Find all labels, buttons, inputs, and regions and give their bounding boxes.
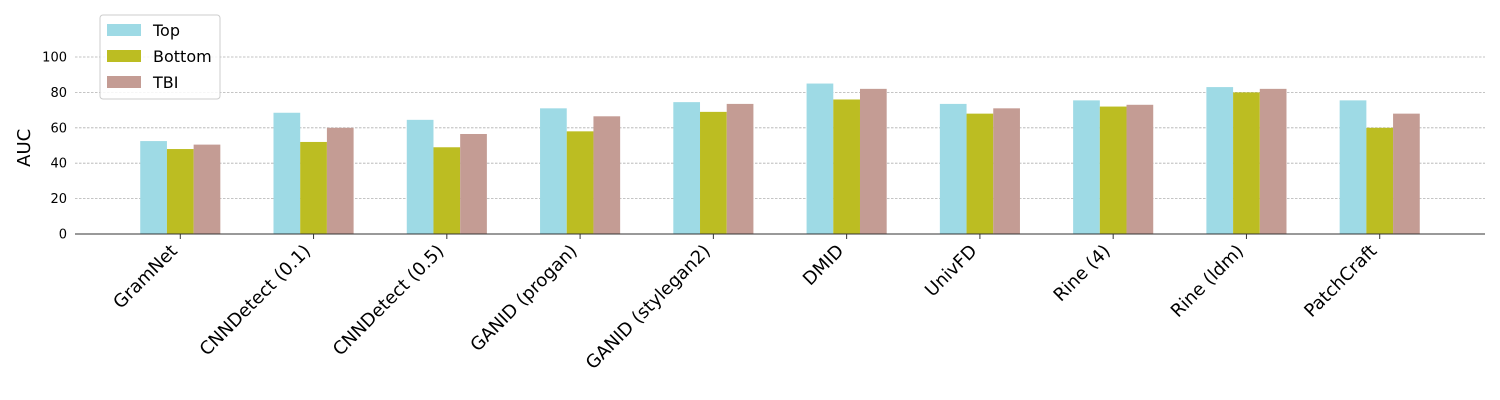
bar — [326, 127, 354, 234]
bar — [300, 141, 327, 234]
legend-swatch — [107, 76, 141, 88]
bar — [673, 102, 701, 234]
bar — [1259, 88, 1287, 234]
bar — [593, 116, 621, 234]
legend-label: Top — [152, 21, 180, 40]
bar — [540, 108, 567, 234]
y-tick-label: 20 — [50, 192, 67, 207]
bar — [700, 111, 727, 234]
y-tick-label: 100 — [42, 51, 67, 66]
x-tick-label: CNNDetect (0.5) — [329, 241, 448, 360]
legend-swatch — [107, 24, 141, 36]
bar — [166, 149, 194, 234]
bar — [1233, 92, 1260, 235]
bar — [726, 103, 754, 234]
bar — [460, 133, 487, 234]
bar — [193, 144, 221, 234]
bar — [1126, 104, 1154, 234]
bar — [273, 112, 301, 234]
bar — [1339, 100, 1367, 235]
legend-swatch — [107, 50, 141, 62]
bar — [939, 103, 967, 234]
x-tick-label: GANID (stylegan2) — [582, 241, 715, 374]
bar — [1099, 106, 1127, 234]
bar — [806, 83, 834, 234]
bar — [140, 141, 167, 234]
bar — [566, 131, 594, 234]
x-tick-label: Rine (ldm) — [1167, 241, 1248, 322]
bar — [433, 147, 461, 234]
bar — [406, 119, 434, 234]
y-tick-label: 80 — [50, 86, 67, 101]
x-tick-label: CNNDetect (0.1) — [196, 241, 315, 360]
legend-label: Bottom — [153, 47, 212, 66]
bar — [859, 88, 887, 234]
x-tick-label: UnivFD — [921, 241, 981, 301]
bar — [1366, 127, 1394, 234]
y-tick-label: 60 — [50, 121, 67, 136]
legend: Top Bottom TBI — [99, 14, 221, 100]
x-tick-label: GANID (progan) — [466, 241, 581, 356]
x-tick-label: Rine (4) — [1050, 241, 1115, 306]
x-tick-label: DMID — [799, 241, 848, 290]
y-tick-label: 0 — [59, 228, 67, 243]
y-axis-label: AUC — [14, 129, 35, 167]
bar — [1393, 113, 1420, 234]
x-tick-label: GramNet — [109, 241, 181, 313]
bar — [1073, 100, 1100, 235]
bar — [966, 113, 994, 234]
bar — [833, 99, 860, 234]
y-tick-label: 40 — [50, 157, 67, 172]
bar — [1206, 87, 1234, 234]
legend-label: TBI — [152, 73, 178, 92]
bar — [993, 108, 1020, 234]
x-tick-label: PatchCraft — [1300, 241, 1381, 322]
